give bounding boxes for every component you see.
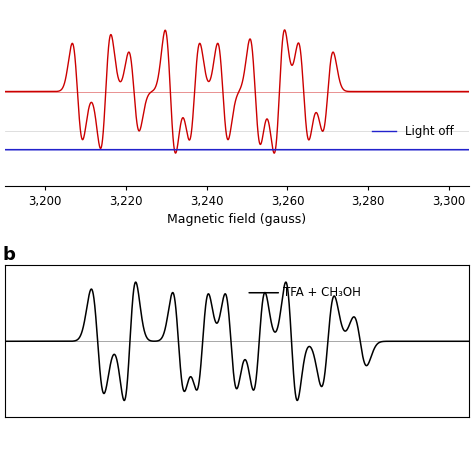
X-axis label: Magnetic field (gauss): Magnetic field (gauss): [167, 213, 307, 227]
Text: TFA + CH₃OH: TFA + CH₃OH: [283, 286, 361, 299]
Text: b: b: [2, 246, 15, 264]
Legend: Light off: Light off: [367, 121, 459, 143]
